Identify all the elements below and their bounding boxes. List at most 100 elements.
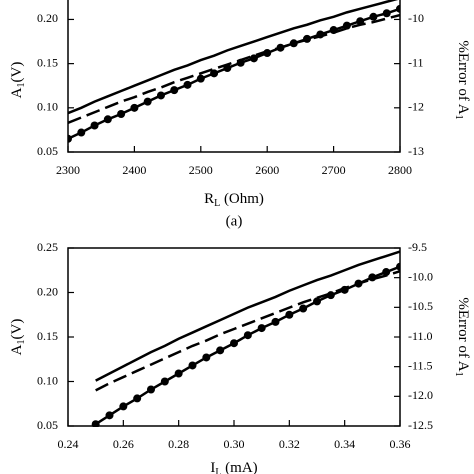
series-marker <box>210 69 219 78</box>
series-marker <box>276 43 285 52</box>
series-marker <box>188 361 197 370</box>
subscript: 1 <box>453 115 464 120</box>
series-marker <box>340 285 349 294</box>
series-marker <box>77 128 86 137</box>
series-marker <box>202 353 211 362</box>
y-tick-label: 0.05 <box>37 144 58 158</box>
series-marker <box>90 121 99 130</box>
label-part: I <box>210 460 215 474</box>
x-tick-label: 2800 <box>388 163 412 177</box>
series-marker <box>354 279 363 288</box>
label-part: A <box>9 344 25 355</box>
y2-tick-label: -12.0 <box>408 388 433 402</box>
series-marker <box>285 310 294 319</box>
y-tick-label: 0.05 <box>37 418 58 432</box>
series-line <box>68 13 400 124</box>
series-marker <box>313 297 321 306</box>
y2-tick-label: -11.5 <box>408 358 433 372</box>
series-marker <box>382 268 391 277</box>
y-tick-label: 0.20 <box>37 11 58 25</box>
series-marker <box>147 385 155 394</box>
series-marker <box>396 4 400 13</box>
panel-label: (a) <box>226 213 243 229</box>
series-line <box>95 269 400 392</box>
series-marker <box>299 304 308 313</box>
series-marker <box>223 64 232 73</box>
y2-tick-label: -10.5 <box>408 299 433 313</box>
x-tick-label: 0.30 <box>224 437 245 451</box>
series-marker <box>257 324 266 333</box>
y2-tick-label: -13 <box>408 144 424 158</box>
series-marker <box>303 34 312 43</box>
plot-frame <box>67 247 401 427</box>
series-marker <box>117 110 126 118</box>
x-tick-label: 0.36 <box>390 437 411 451</box>
plot-frame <box>67 0 401 153</box>
x-tick-label: 2500 <box>189 163 213 177</box>
x-tick-label: 0.26 <box>113 437 134 451</box>
label-part: (Ohm) <box>220 191 264 207</box>
x-tick-label: 2400 <box>122 163 146 177</box>
plot-area <box>68 0 400 143</box>
x-tick-label: 0.34 <box>334 437 355 451</box>
subscript: 1 <box>16 82 27 87</box>
x-axis-label: IL (mA) <box>210 460 257 474</box>
subscript: 1 <box>453 372 464 377</box>
series-marker <box>183 80 192 89</box>
series-marker <box>329 26 338 35</box>
series-marker <box>369 12 378 21</box>
y-tick-label: 0.10 <box>37 100 58 114</box>
series-marker <box>236 58 245 67</box>
x-tick-label: 0.32 <box>279 437 300 451</box>
y-axis-label: A1(V) <box>9 319 27 356</box>
series-marker <box>316 30 325 39</box>
series-marker <box>143 97 152 106</box>
series-marker <box>271 317 280 326</box>
series-marker <box>382 9 391 18</box>
y2-axis-label: %Error of A1 <box>453 40 471 119</box>
x-tick-label: 2700 <box>322 163 346 177</box>
y2-tick-label: -9.5 <box>408 240 427 254</box>
y-tick-label: 0.20 <box>37 284 58 298</box>
series-marker <box>174 369 183 378</box>
series-marker <box>170 86 179 95</box>
series-marker <box>289 39 298 48</box>
y-axis-label: A1(V) <box>9 62 27 99</box>
series-marker <box>342 21 351 30</box>
series-marker <box>243 331 252 340</box>
label-part: %Error of A <box>455 297 471 371</box>
y2-tick-label: -12 <box>408 100 424 114</box>
label-part: R <box>204 191 214 207</box>
series-marker <box>119 402 128 411</box>
series-marker <box>230 339 238 348</box>
y2-tick-label: -10 <box>408 11 424 25</box>
series-marker <box>103 115 112 124</box>
series-line <box>95 250 400 382</box>
series-marker <box>68 134 72 143</box>
series-marker <box>156 91 165 100</box>
series-marker <box>216 346 225 355</box>
series-marker <box>196 74 205 83</box>
plot-area <box>91 250 400 427</box>
x-tick-label: 2300 <box>56 163 80 177</box>
y2-tick-label: -12.5 <box>408 418 433 432</box>
y2-tick-label: -10.0 <box>408 269 433 283</box>
series-marker <box>133 394 142 403</box>
label-part: (V) <box>9 319 25 340</box>
series-marker <box>396 262 400 271</box>
x-tick-label: 0.28 <box>168 437 189 451</box>
series-marker <box>249 54 258 63</box>
subscript: 1 <box>16 339 27 344</box>
y2-tick-label: -11.0 <box>408 329 433 343</box>
y2-tick-label: -11 <box>408 55 424 69</box>
series-marker <box>91 420 100 427</box>
x-tick-label: 0.24 <box>58 437 79 451</box>
series-marker <box>368 273 377 282</box>
y-tick-label: 0.15 <box>37 55 58 69</box>
y2-axis-label: %Error of A1 <box>453 297 471 376</box>
x-tick-label: 2600 <box>255 163 279 177</box>
series-marker <box>263 49 272 58</box>
series-line <box>68 7 400 140</box>
x-axis-label: RL (Ohm) <box>204 191 264 209</box>
